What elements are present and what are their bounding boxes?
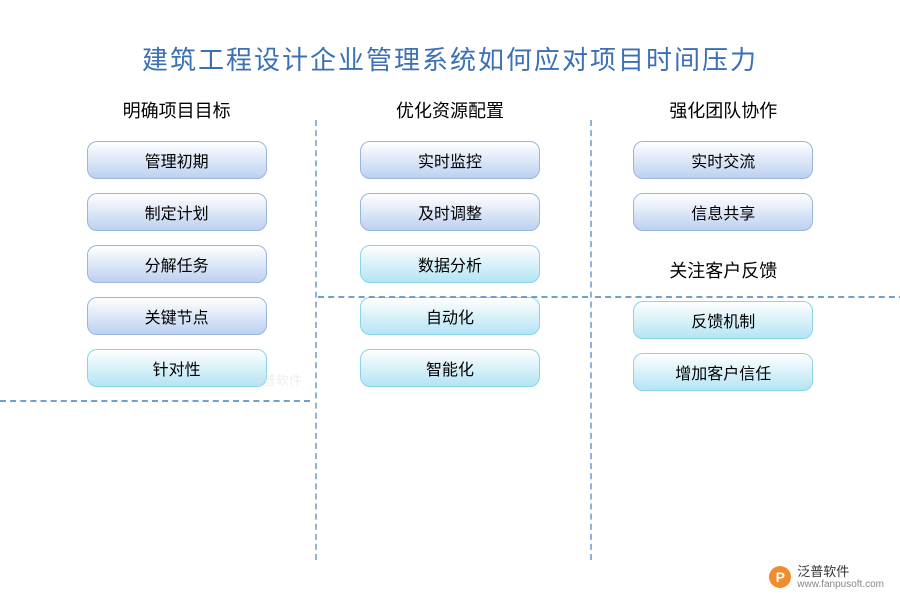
column-1: 明确项目目标管理初期制定计划分解任务关键节点针对性 [47, 97, 307, 405]
pill-item: 反馈机制 [633, 301, 813, 339]
pill-item: 关键节点 [87, 297, 267, 335]
vertical-divider [315, 120, 317, 560]
column-header: 强化团队协作 [669, 97, 777, 123]
horizontal-divider [0, 400, 310, 402]
column-2: 优化资源配置实时监控及时调整数据分析自动化智能化 [320, 97, 580, 405]
pill-item: 增加客户信任 [633, 353, 813, 391]
pill-item: 自动化 [360, 297, 540, 335]
pill-item: 数据分析 [360, 245, 540, 283]
pill-item: 信息共享 [633, 193, 813, 231]
column-header: 明确项目目标 [123, 97, 231, 123]
pill-item: 实时监控 [360, 141, 540, 179]
watermark: 泛普软件 [250, 370, 302, 389]
pill-item: 智能化 [360, 349, 540, 387]
columns-container: 明确项目目标管理初期制定计划分解任务关键节点针对性 优化资源配置实时监控及时调整… [0, 97, 900, 405]
vertical-divider [590, 120, 592, 560]
brand-badge: P 泛普软件 www.fanpusoft.com [769, 565, 884, 590]
pill-item: 及时调整 [360, 193, 540, 231]
pill-item: 针对性 [87, 349, 267, 387]
pill-item: 制定计划 [87, 193, 267, 231]
page-title: 建筑工程设计企业管理系统如何应对项目时间压力 [0, 0, 900, 97]
horizontal-divider [595, 296, 900, 298]
brand-logo-icon: P [769, 566, 791, 588]
column-header: 优化资源配置 [396, 97, 504, 123]
pill-item: 实时交流 [633, 141, 813, 179]
pill-item: 分解任务 [87, 245, 267, 283]
pill-item: 管理初期 [87, 141, 267, 179]
column-3: 强化团队协作实时交流信息共享关注客户反馈反馈机制增加客户信任 [593, 97, 853, 405]
brand-name: 泛普软件 [797, 565, 884, 579]
brand-url: www.fanpusoft.com [797, 579, 884, 590]
horizontal-divider [318, 296, 588, 298]
brand-text: 泛普软件 www.fanpusoft.com [797, 565, 884, 590]
column-subheader: 关注客户反馈 [669, 257, 777, 283]
